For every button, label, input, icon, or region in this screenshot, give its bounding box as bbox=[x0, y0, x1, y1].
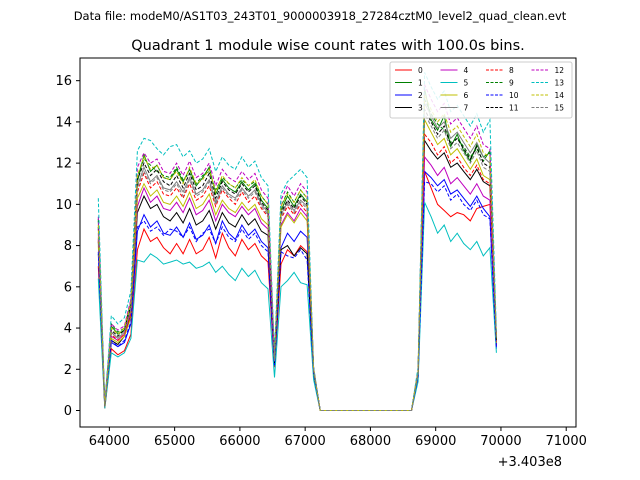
series-line-10 bbox=[97, 181, 497, 411]
axes-frame bbox=[79, 57, 577, 428]
x-tick-label-68000: 68000 bbox=[350, 434, 391, 449]
legend-label-7: 7 bbox=[464, 104, 469, 113]
x-tick-label-64000: 64000 bbox=[89, 434, 130, 449]
y-tick-label-0: 0 bbox=[64, 404, 72, 419]
legend-label-5: 5 bbox=[464, 79, 469, 88]
legend-label-10: 10 bbox=[509, 91, 519, 100]
series-line-0 bbox=[97, 171, 497, 411]
x-tick-label-71000: 71000 bbox=[546, 434, 587, 449]
legend-label-2: 2 bbox=[418, 91, 423, 100]
series-line-9 bbox=[97, 98, 497, 411]
legend-label-9: 9 bbox=[509, 79, 514, 88]
legend-label-6: 6 bbox=[464, 91, 469, 100]
y-tick-label-12: 12 bbox=[55, 157, 72, 172]
y-tick-label-2: 2 bbox=[64, 363, 72, 378]
y-tick-label-4: 4 bbox=[64, 322, 72, 337]
x-tick-label-66000: 66000 bbox=[219, 434, 260, 449]
x-axis-offset-label: +3.403e8 bbox=[498, 455, 562, 470]
x-tick-label-69000: 69000 bbox=[415, 434, 456, 449]
legend-label-12: 12 bbox=[555, 66, 565, 75]
x-tick-label-67000: 67000 bbox=[284, 434, 325, 449]
series-line-14 bbox=[97, 94, 497, 411]
data-file-header: Data file: modeM0/AS1T03_243T01_90000039… bbox=[74, 9, 567, 23]
y-tick-label-16: 16 bbox=[55, 74, 72, 89]
legend-label-3: 3 bbox=[418, 104, 423, 113]
y-tick-label-14: 14 bbox=[55, 115, 72, 130]
chart-title: Quadrant 1 module wise count rates with … bbox=[131, 38, 525, 54]
legend-label-0: 0 bbox=[418, 66, 423, 75]
series-line-6 bbox=[97, 117, 497, 411]
legend-label-14: 14 bbox=[555, 91, 565, 100]
plot-area: 64000 65000 66000 67000 68000 69000 70000 71000… bbox=[55, 57, 587, 449]
series-line-13 bbox=[97, 72, 497, 411]
series-line-12 bbox=[97, 84, 497, 411]
x-tick-label-70000: 70000 bbox=[480, 434, 521, 449]
legend-box bbox=[389, 61, 573, 119]
series-line-8 bbox=[97, 132, 497, 411]
series-line-4 bbox=[97, 155, 497, 411]
series-line-11 bbox=[97, 107, 497, 411]
y-tick-label-6: 6 bbox=[64, 280, 72, 295]
y-tick-label-10: 10 bbox=[55, 198, 72, 213]
legend-label-8: 8 bbox=[509, 66, 514, 75]
series-line-15 bbox=[97, 111, 497, 411]
legend-label-1: 1 bbox=[418, 79, 423, 88]
series-line-5 bbox=[97, 202, 497, 411]
legend-label-15: 15 bbox=[555, 104, 565, 113]
series-line-3 bbox=[97, 138, 497, 411]
x-tick-label-65000: 65000 bbox=[154, 434, 195, 449]
y-tick-label-8: 8 bbox=[64, 239, 72, 254]
legend-label-13: 13 bbox=[555, 79, 565, 88]
legend-label-11: 11 bbox=[509, 104, 519, 113]
legend-label-4: 4 bbox=[464, 66, 469, 75]
series-line-2 bbox=[97, 170, 497, 411]
